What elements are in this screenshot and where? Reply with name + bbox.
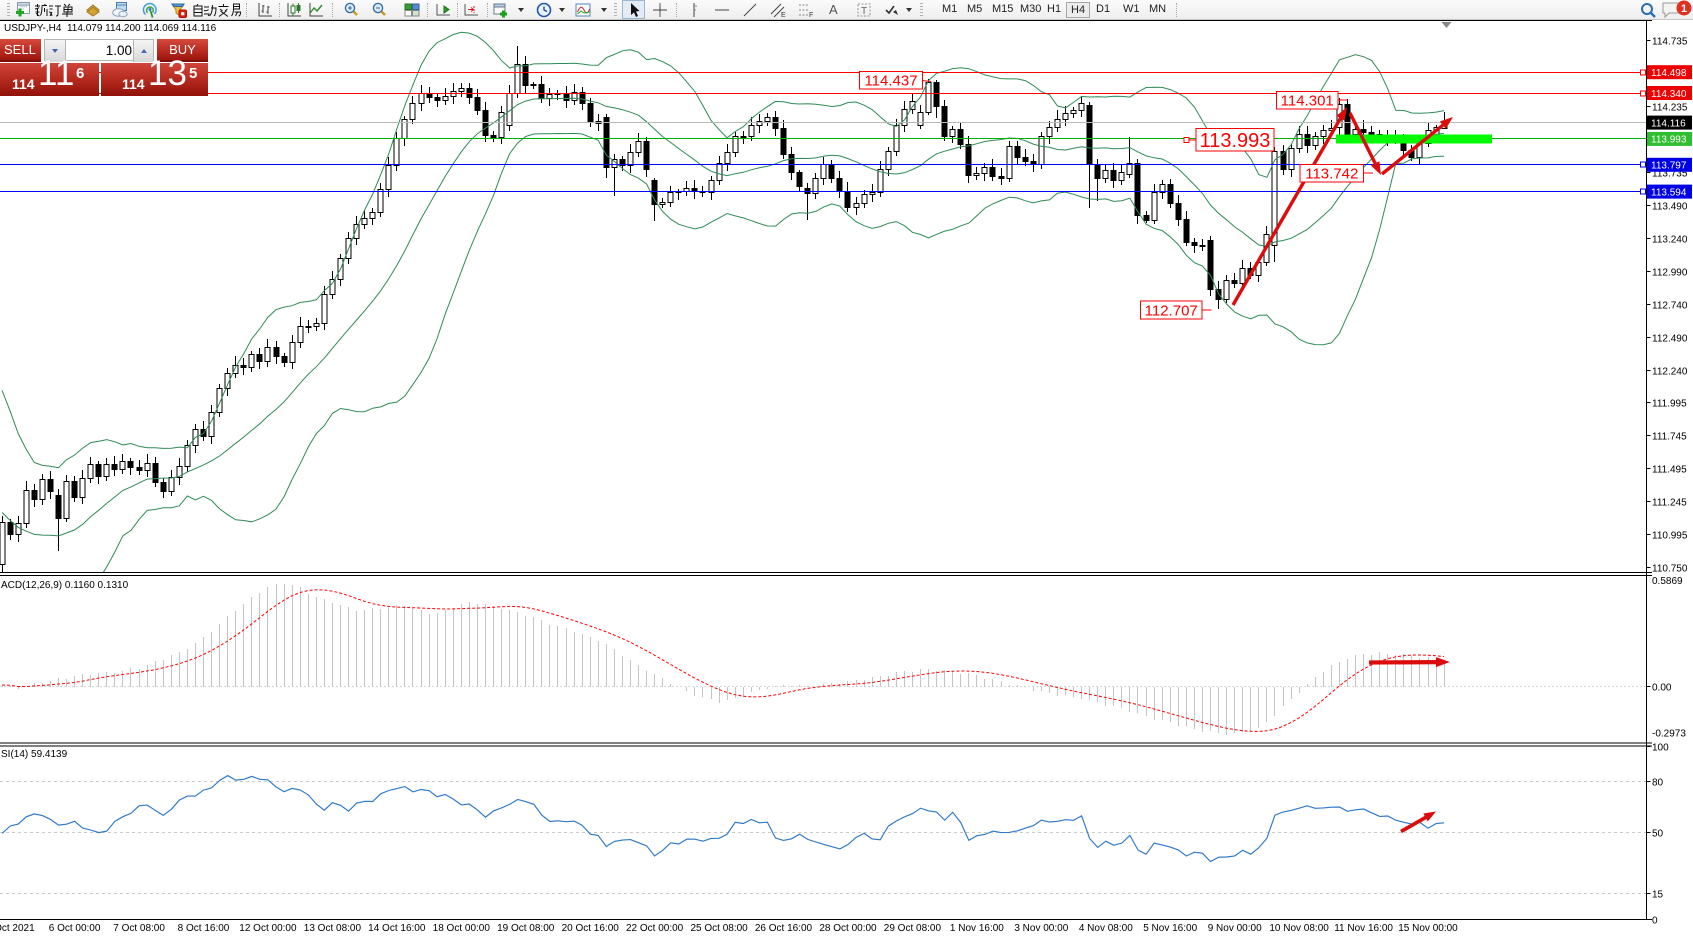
svg-text:USDJPY-,H4 114.079 114.200 11: USDJPY-,H4 114.079 114.200 114.069 114.1… xyxy=(4,23,217,34)
svg-text:11 Nov 16:00: 11 Nov 16:00 xyxy=(1334,923,1393,934)
svg-text:114.735: 114.735 xyxy=(1652,36,1688,47)
svg-text:8 Oct 16:00: 8 Oct 16:00 xyxy=(178,923,230,934)
svg-text:111.495: 111.495 xyxy=(1652,464,1687,475)
svg-text:114.116: 114.116 xyxy=(1651,118,1686,129)
svg-text:112.740: 112.740 xyxy=(1652,300,1688,311)
svg-text:113.797: 113.797 xyxy=(1651,161,1687,172)
svg-text:SI(14) 59.4139: SI(14) 59.4139 xyxy=(1,749,68,760)
svg-text:112.990: 112.990 xyxy=(1652,267,1688,278)
svg-text:113.993: 113.993 xyxy=(1200,130,1271,152)
svg-text:-0.2973: -0.2973 xyxy=(1652,729,1686,740)
svg-text:1 Nov 16:00: 1 Nov 16:00 xyxy=(950,923,1004,934)
svg-text:12 Oct 00:00: 12 Oct 00:00 xyxy=(239,923,297,934)
svg-text:5 Oct 2021: 5 Oct 2021 xyxy=(0,923,35,934)
svg-text:5 Nov 16:00: 5 Nov 16:00 xyxy=(1143,923,1197,934)
svg-text:112.707: 112.707 xyxy=(1145,302,1198,319)
svg-text:50: 50 xyxy=(1652,828,1664,839)
svg-text:15: 15 xyxy=(1652,889,1664,900)
svg-text:80: 80 xyxy=(1652,777,1664,788)
svg-text:113.742: 113.742 xyxy=(1305,166,1358,183)
svg-text:111.995: 111.995 xyxy=(1652,398,1687,409)
svg-text:9 Nov 00:00: 9 Nov 00:00 xyxy=(1208,923,1262,934)
svg-text:114.301: 114.301 xyxy=(1281,93,1334,110)
svg-text:15 Nov 00:00: 15 Nov 00:00 xyxy=(1398,923,1458,934)
svg-text:111.245: 111.245 xyxy=(1652,497,1687,508)
svg-text:26 Oct 16:00: 26 Oct 16:00 xyxy=(755,923,813,934)
svg-text:E: E xyxy=(781,12,786,18)
svg-text:18 Oct 00:00: 18 Oct 00:00 xyxy=(433,923,491,934)
svg-text:0.00: 0.00 xyxy=(1652,682,1672,693)
svg-text:3 Nov 00:00: 3 Nov 00:00 xyxy=(1014,923,1068,934)
svg-text:0: 0 xyxy=(1652,915,1658,926)
svg-text:113.993: 113.993 xyxy=(1651,135,1687,146)
svg-text:110.995: 110.995 xyxy=(1652,530,1688,541)
svg-text:110.750: 110.750 xyxy=(1652,563,1688,574)
svg-text:114.437: 114.437 xyxy=(864,73,917,90)
svg-text:22 Oct 00:00: 22 Oct 00:00 xyxy=(626,923,684,934)
svg-text:4 Nov 08:00: 4 Nov 08:00 xyxy=(1079,923,1133,934)
svg-text:0.5869: 0.5869 xyxy=(1652,576,1683,587)
svg-text:112.240: 112.240 xyxy=(1652,366,1688,377)
svg-text:F: F xyxy=(809,12,813,18)
svg-text:113.594: 113.594 xyxy=(1651,187,1687,198)
svg-text:114.340: 114.340 xyxy=(1651,89,1687,100)
svg-text:114.498: 114.498 xyxy=(1651,68,1687,79)
svg-text:28 Oct 00:00: 28 Oct 00:00 xyxy=(819,923,877,934)
svg-text:19 Oct 08:00: 19 Oct 08:00 xyxy=(497,923,555,934)
svg-text:100: 100 xyxy=(1652,742,1669,753)
svg-text:6 Oct 00:00: 6 Oct 00:00 xyxy=(49,923,101,934)
svg-text:113.240: 113.240 xyxy=(1652,234,1688,245)
svg-text:10 Nov 08:00: 10 Nov 08:00 xyxy=(1269,923,1329,934)
svg-text:114.235: 114.235 xyxy=(1652,102,1688,113)
svg-text:T: T xyxy=(861,6,867,17)
svg-text:113.490: 113.490 xyxy=(1652,201,1688,212)
svg-text:29 Oct 08:00: 29 Oct 08:00 xyxy=(884,923,942,934)
svg-text:14 Oct 16:00: 14 Oct 16:00 xyxy=(368,923,426,934)
svg-text:7 Oct 08:00: 7 Oct 08:00 xyxy=(113,923,165,934)
svg-text:111.745: 111.745 xyxy=(1652,431,1687,442)
svg-text:112.490: 112.490 xyxy=(1652,333,1688,344)
svg-text:1: 1 xyxy=(1681,3,1687,15)
svg-text:20 Oct 16:00: 20 Oct 16:00 xyxy=(562,923,620,934)
svg-text:13 Oct 08:00: 13 Oct 08:00 xyxy=(304,923,362,934)
svg-text:ACD(12,26,9) 0.1160 0.1310: ACD(12,26,9) 0.1160 0.1310 xyxy=(1,580,129,591)
svg-text:25 Oct 08:00: 25 Oct 08:00 xyxy=(690,923,748,934)
